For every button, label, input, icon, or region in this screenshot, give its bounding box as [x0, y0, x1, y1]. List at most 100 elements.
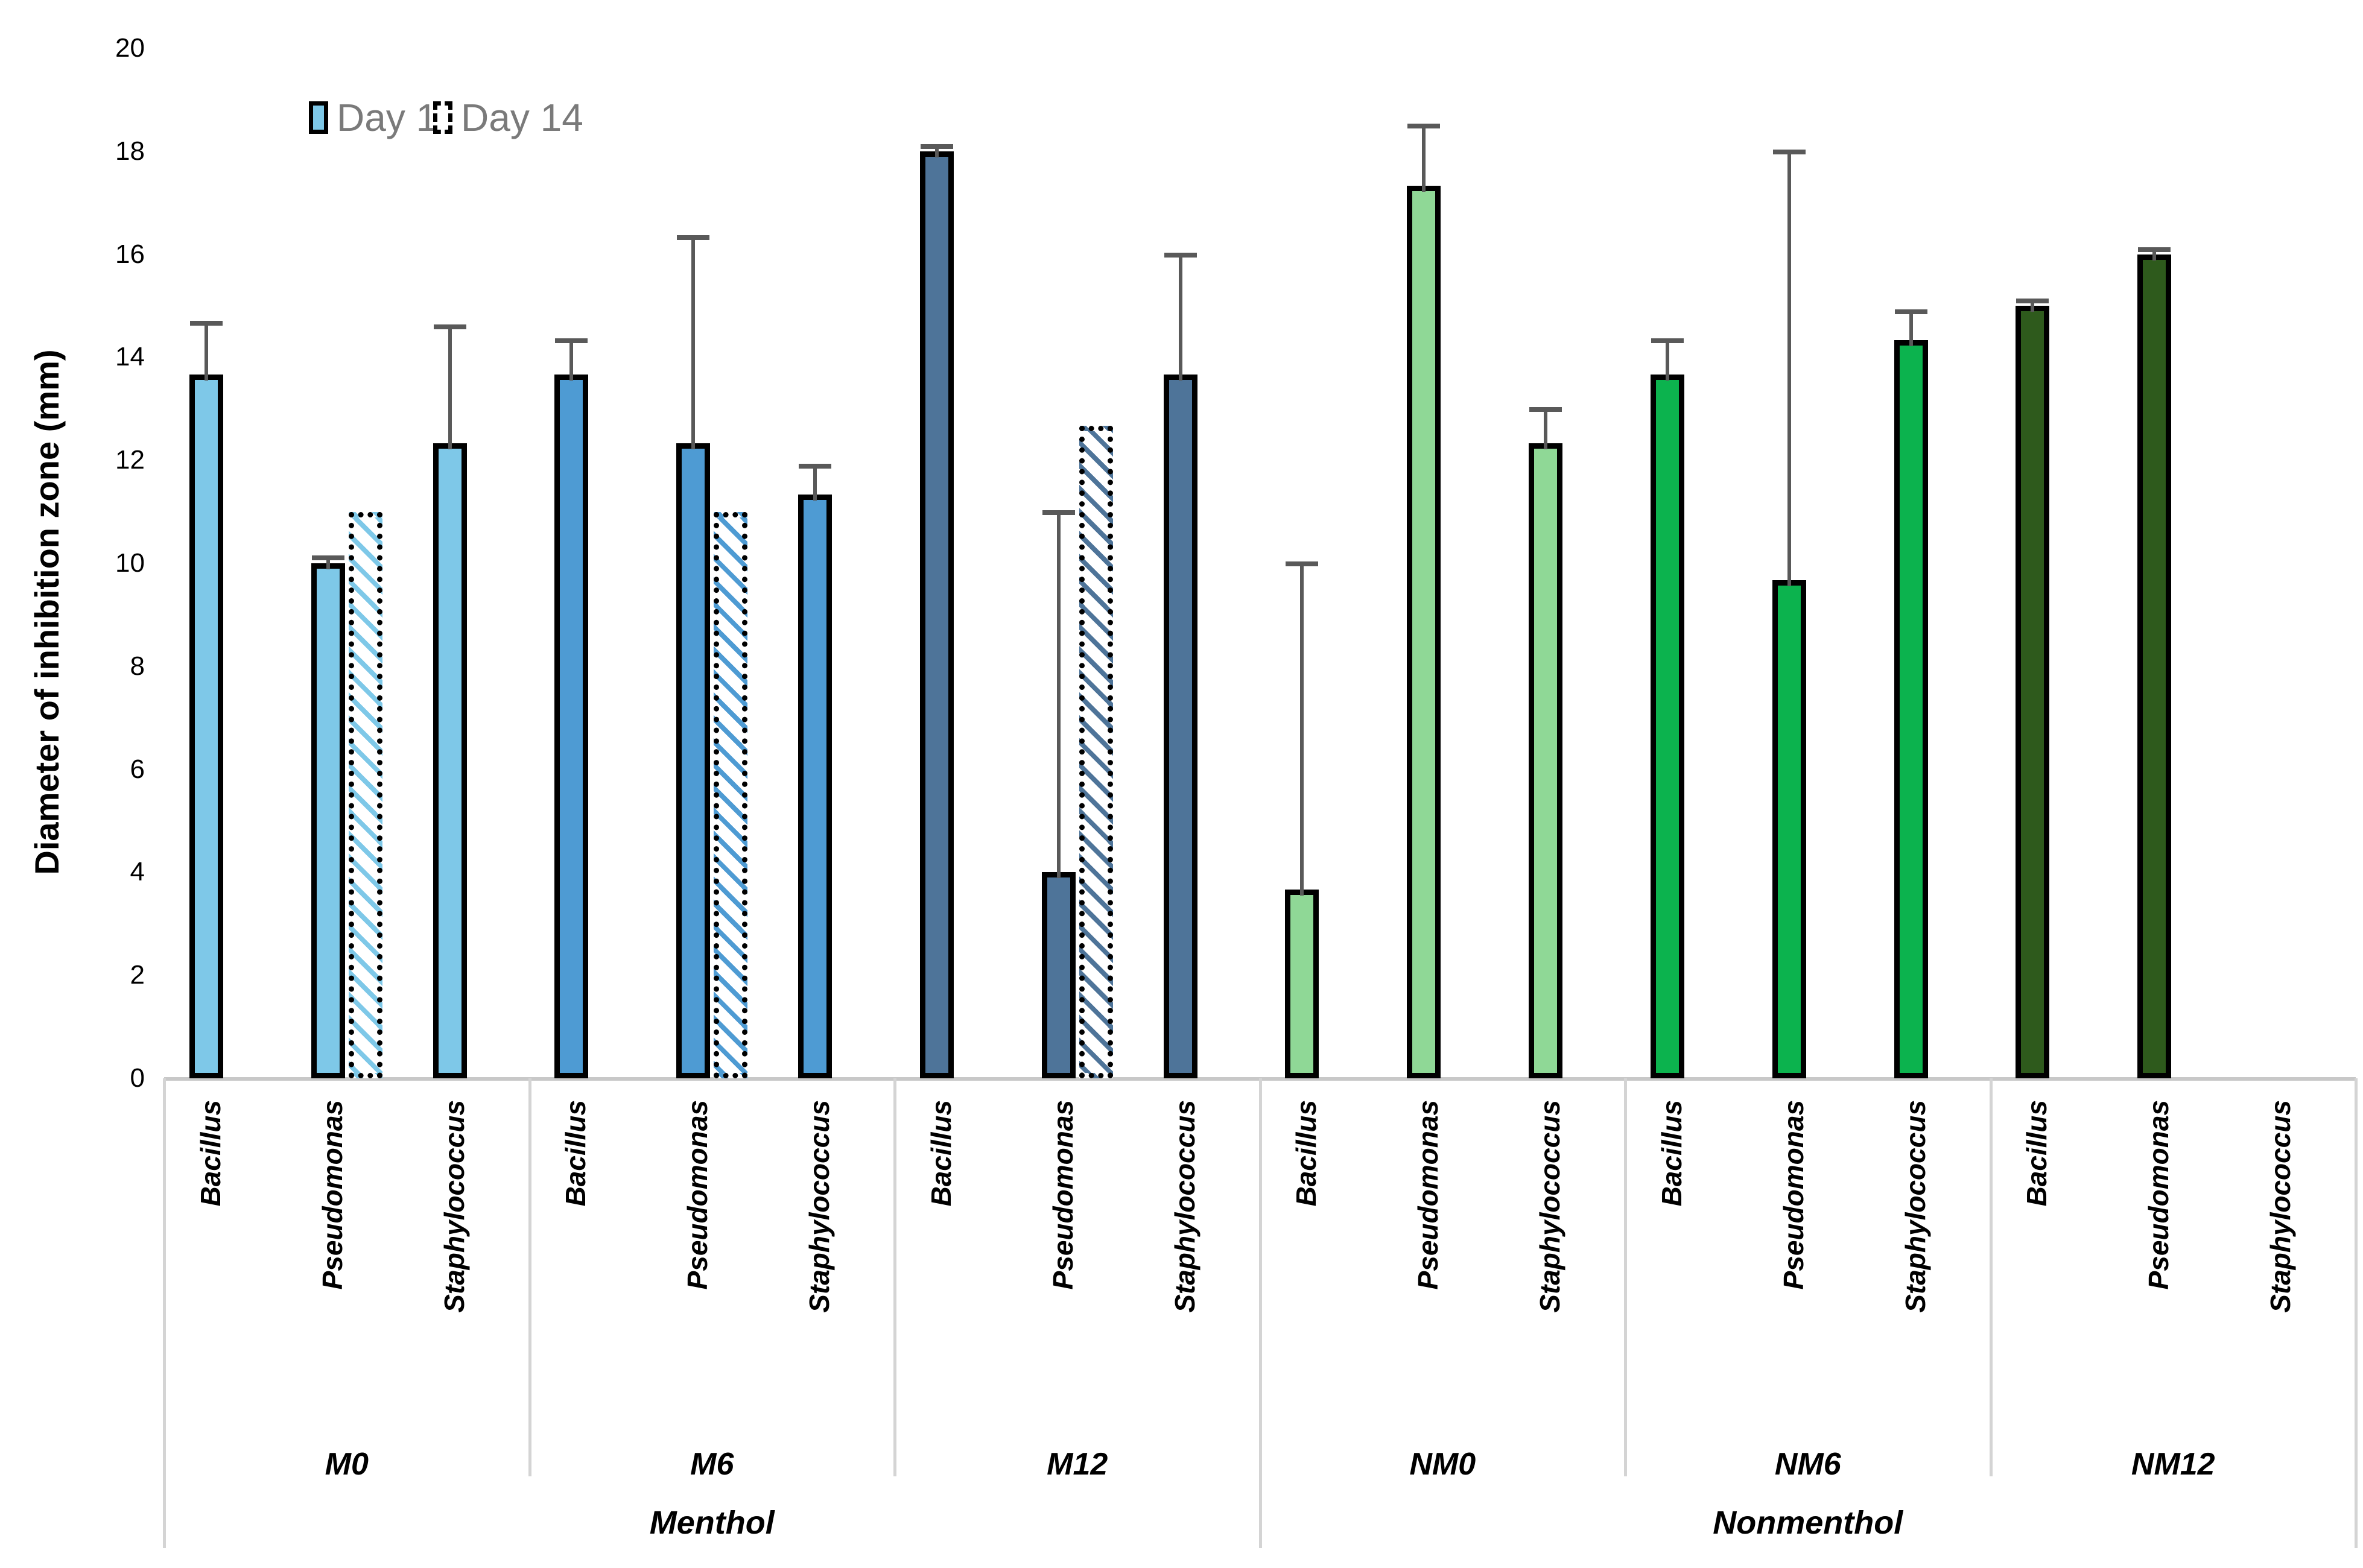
bar-day1-M0-Staphylococcus: [433, 443, 467, 1078]
error-bar-cap: [1164, 252, 1197, 258]
y-axis-title: Diameter of inhibition zone (mm): [28, 349, 66, 875]
legend-label-day14: Day 14: [461, 96, 583, 139]
group-separator-line: [528, 1078, 531, 1476]
bar-day14-M6-Pseudomonas: [714, 511, 748, 1078]
family-label: Menthol: [649, 1505, 775, 1541]
error-bar-cap: [1651, 338, 1684, 344]
legend-item-day14: Day 14: [433, 96, 583, 139]
legend-swatch-day14-icon: [433, 101, 452, 134]
y-tick-label: 18: [115, 136, 145, 166]
error-bar-cap: [2138, 247, 2171, 253]
family-separator-line: [163, 1078, 166, 1548]
error-bar-line: [448, 326, 452, 449]
error-bar-line: [1909, 311, 1913, 347]
error-bar-cap: [1042, 510, 1075, 515]
bar-day1-M6-Bacillus: [554, 374, 589, 1078]
bar-day14-M12-Pseudomonas: [1079, 425, 1113, 1078]
error-bar-cap: [1407, 124, 1441, 129]
family-separator-line: [1258, 1078, 1262, 1548]
bar-day1-M6-Staphylococcus: [798, 495, 833, 1078]
bacteria-label: Staphylococcus: [438, 1100, 470, 1313]
error-bar-cap: [677, 235, 710, 241]
y-tick-label: 10: [115, 548, 145, 578]
error-bar-cap: [920, 144, 953, 150]
error-bar-cap: [1894, 309, 1927, 314]
legend-swatch-day1-icon: [309, 101, 328, 134]
condition-label: NM12: [2131, 1447, 2215, 1482]
bacteria-label: Bacillus: [925, 1100, 957, 1207]
bar-day1-M0-Bacillus: [189, 374, 223, 1078]
legend-label-day1: Day 1: [337, 96, 438, 139]
bar-day1-M12-Pseudomonas: [1041, 872, 1076, 1078]
bacteria-label: Staphylococcus: [1534, 1100, 1566, 1313]
error-bar-line: [1544, 408, 1548, 449]
bacteria-label: Pseudomonas: [1777, 1100, 1809, 1290]
error-bar-line: [1300, 563, 1304, 896]
error-bar-line: [1665, 340, 1669, 381]
bar-day1-M12-Bacillus: [919, 151, 954, 1078]
error-bar-line: [1787, 151, 1791, 587]
error-bar-line: [204, 323, 208, 381]
bacteria-label: Bacillus: [2021, 1100, 2053, 1207]
bacteria-label: Bacillus: [1290, 1100, 1322, 1207]
condition-label: M0: [325, 1447, 369, 1482]
y-tick-label: 0: [130, 1063, 145, 1093]
bar-day1-NM6-Pseudomonas: [1772, 580, 1806, 1078]
error-bar-line: [326, 557, 330, 569]
bacteria-label: Bacillus: [1655, 1100, 1687, 1207]
condition-label: M12: [1047, 1447, 1108, 1482]
bar-day1-NM6-Bacillus: [1650, 374, 1684, 1078]
y-tick-label: 2: [130, 960, 145, 990]
bacteria-label: Bacillus: [560, 1100, 592, 1207]
condition-label: NM6: [1774, 1447, 1841, 1482]
bar-day1-M12-Staphylococcus: [1163, 374, 1197, 1078]
bar-day1-M6-Pseudomonas: [676, 443, 711, 1078]
family-label: Nonmenthol: [1713, 1505, 1903, 1541]
bacteria-label: Pseudomonas: [2143, 1100, 2175, 1290]
y-tick-label: 12: [115, 445, 145, 475]
group-separator-line: [1989, 1078, 1993, 1476]
group-separator-line: [893, 1078, 896, 1476]
bacteria-label: Pseudomonas: [1047, 1100, 1079, 1290]
error-bar-line: [813, 465, 817, 501]
error-bar-line: [1056, 511, 1061, 879]
error-bar-line: [2152, 249, 2157, 261]
error-bar-cap: [433, 324, 466, 330]
condition-label: M6: [690, 1447, 734, 1482]
error-bar-cap: [1772, 149, 1806, 154]
bar-day1-NM0-Bacillus: [1285, 889, 1319, 1078]
bar-day1-NM0-Pseudomonas: [1407, 186, 1441, 1078]
bar-day1-NM12-Pseudomonas: [2137, 254, 2172, 1078]
bacteria-label: Staphylococcus: [804, 1100, 836, 1313]
error-bar-cap: [189, 321, 223, 326]
y-tick-label: 16: [115, 239, 145, 269]
error-bar-cap: [1286, 561, 1319, 566]
error-bar-line: [1422, 125, 1426, 192]
bar-day1-NM0-Staphylococcus: [1529, 443, 1563, 1078]
error-bar-line: [1178, 254, 1182, 381]
error-bar-cap: [311, 555, 344, 560]
bacteria-label: Pseudomonas: [1412, 1100, 1444, 1290]
bar-day1-NM12-Bacillus: [2016, 306, 2050, 1078]
condition-label: NM0: [1409, 1447, 1476, 1482]
bacteria-label: Pseudomonas: [682, 1100, 714, 1290]
bacteria-label: Staphylococcus: [2265, 1100, 2297, 1313]
y-tick-label: 8: [130, 651, 145, 681]
error-bar-cap: [555, 338, 588, 344]
error-bar-line: [569, 340, 574, 381]
error-bar-cap: [799, 463, 832, 469]
error-bar-cap: [1529, 406, 1562, 412]
group-separator-line: [1624, 1078, 1627, 1476]
bar-day1-NM6-Staphylococcus: [1894, 340, 1928, 1078]
bacteria-label: Pseudomonas: [316, 1100, 348, 1290]
error-bar-cap: [2016, 299, 2049, 304]
bacteria-label: Staphylococcus: [1169, 1100, 1201, 1313]
error-bar-line: [691, 237, 696, 449]
y-tick-label: 14: [115, 342, 145, 372]
bar-day1-M0-Pseudomonas: [311, 563, 345, 1078]
y-tick-label: 20: [115, 33, 145, 63]
error-bar-line: [2031, 300, 2035, 312]
family-separator-line: [2355, 1078, 2358, 1548]
bacteria-label: Staphylococcus: [1899, 1100, 1931, 1313]
